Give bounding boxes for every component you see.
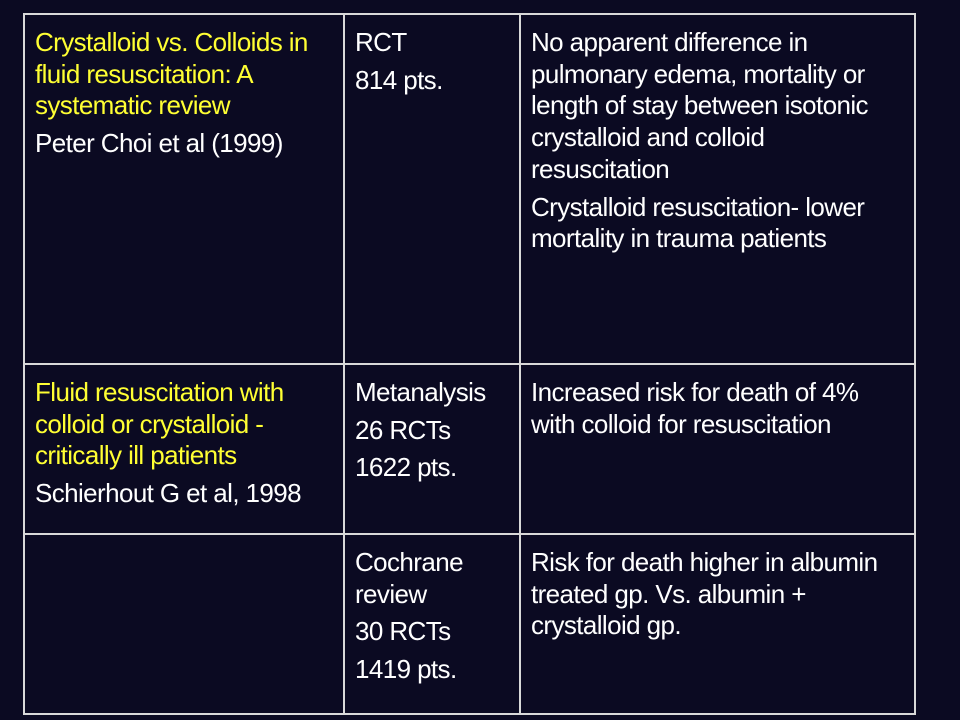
study-cell [23, 533, 345, 715]
study-cell: Crystalloid vs. Colloids in fluid resusc… [23, 13, 345, 365]
finding-text: Increased risk for death of 4% with coll… [531, 377, 859, 439]
design-line: Cochrane review [355, 547, 464, 609]
design-cell: RCT 814 pts. [343, 13, 521, 365]
finding-text: No apparent difference in pulmonary edem… [531, 27, 869, 184]
design-line: 30 RCTs [355, 616, 451, 647]
design-line: RCT [355, 27, 407, 57]
study-author: Peter Choi et al (1999) [35, 128, 283, 159]
finding-text: Crystalloid resuscitation- lower mortali… [531, 191, 865, 254]
design-cell: Cochrane review 30 RCTs 1419 pts. [343, 533, 521, 715]
findings-cell: No apparent difference in pulmonary edem… [519, 13, 916, 365]
design-line: 1622 pts. [355, 452, 457, 483]
findings-cell: Risk for death higher in albumin treated… [519, 533, 916, 715]
design-line: 814 pts. [355, 64, 443, 95]
finding-text: Risk for death higher in albumin treated… [531, 547, 878, 641]
design-line: 26 RCTs [355, 414, 451, 445]
studies-table: Crystalloid vs. Colloids in fluid resusc… [23, 13, 916, 715]
study-title: Crystalloid vs. Colloids in fluid resusc… [35, 27, 308, 121]
design-cell: Metanalysis 26 RCTs 1622 pts. [343, 363, 521, 535]
table-row: Cochrane review 30 RCTs 1419 pts. Risk f… [23, 533, 916, 715]
table-row: Crystalloid vs. Colloids in fluid resusc… [23, 13, 916, 365]
study-title: Fluid resuscitation with colloid or crys… [35, 377, 284, 471]
findings-cell: Increased risk for death of 4% with coll… [519, 363, 916, 535]
design-line: 1419 pts. [355, 654, 457, 685]
design-line: Metanalysis [355, 377, 486, 407]
study-cell: Fluid resuscitation with colloid or crys… [23, 363, 345, 535]
study-author: Schierhout G et al, 1998 [35, 478, 302, 509]
table-row: Fluid resuscitation with colloid or crys… [23, 363, 916, 535]
